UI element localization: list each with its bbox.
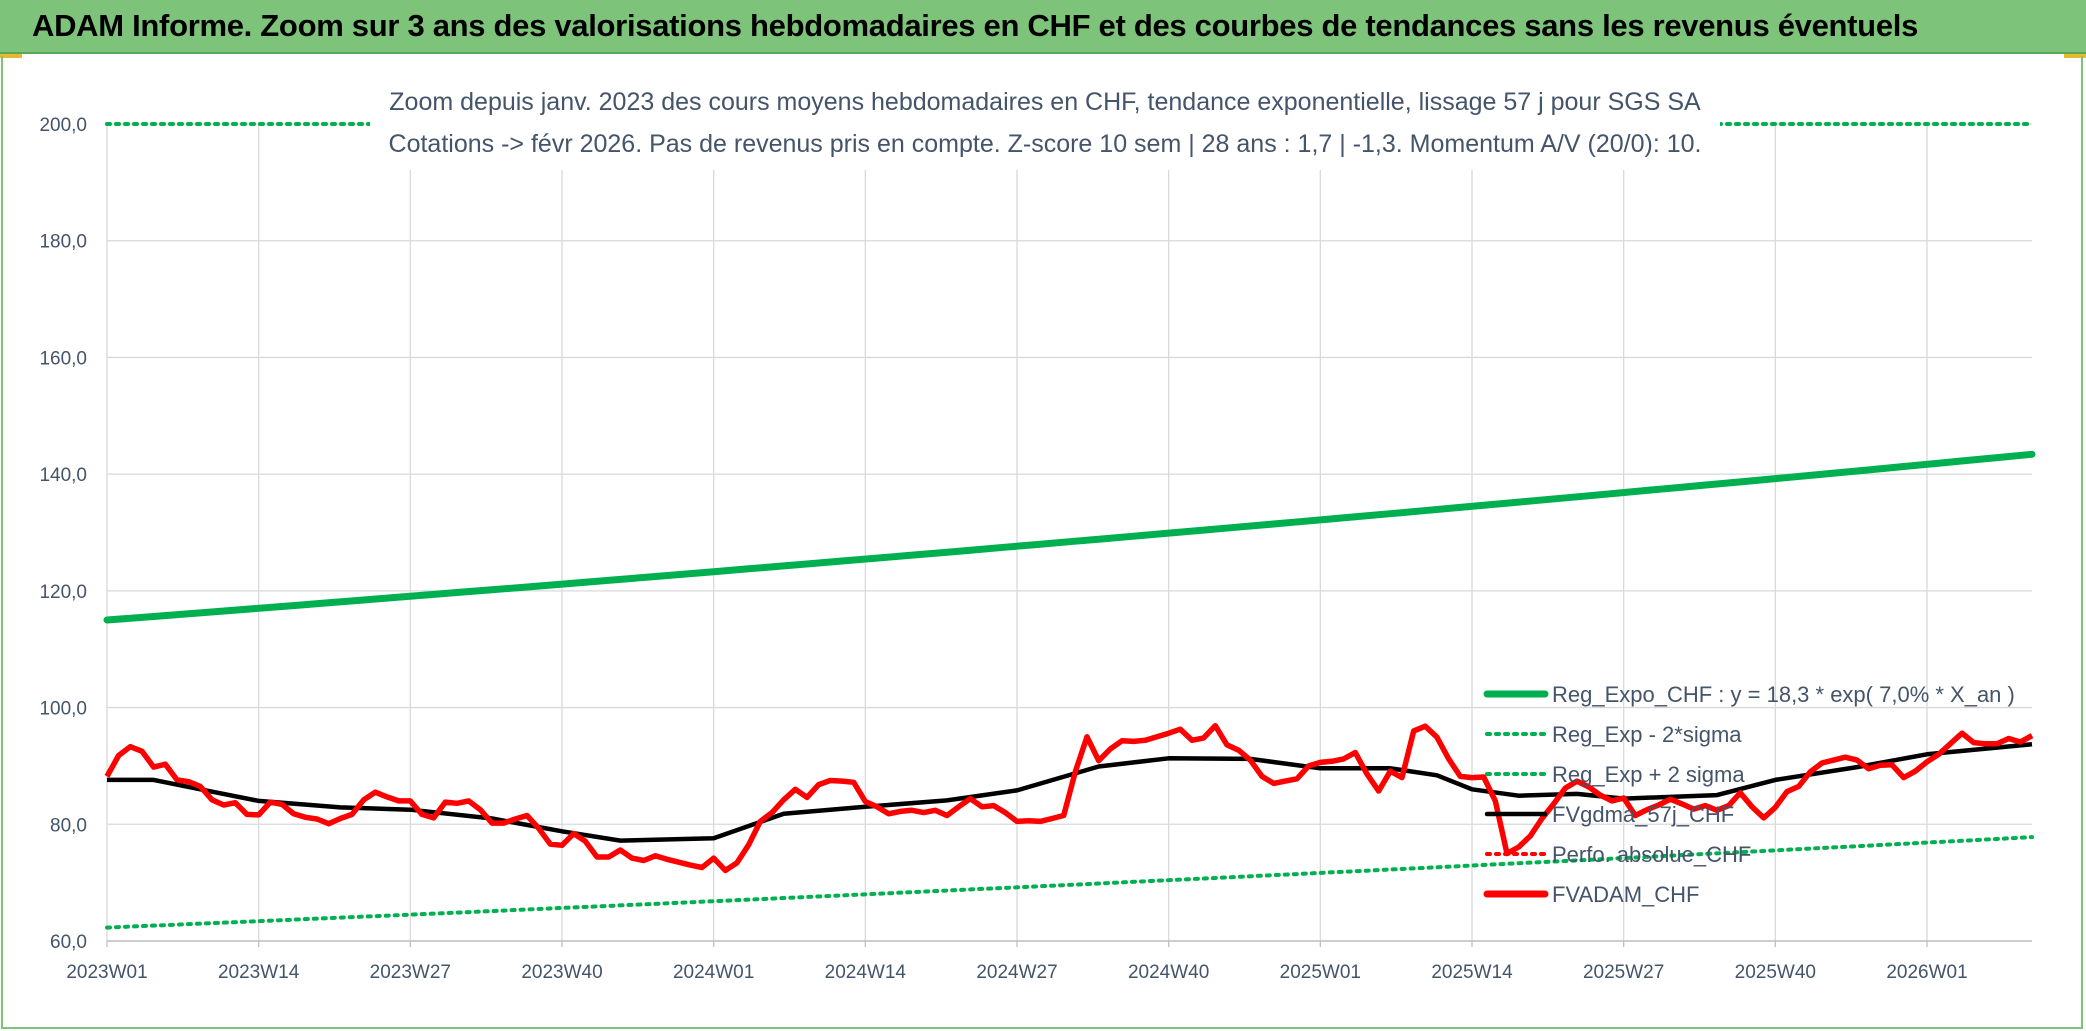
chart-series bbox=[103, 84, 2036, 930]
y-tick-label: 80,0 bbox=[50, 815, 87, 836]
x-tick-label: 2025W40 bbox=[1735, 962, 1816, 983]
chart-legend: Reg_Expo_CHF : y = 18,3 * exp( 7,0% * X_… bbox=[1483, 682, 2015, 907]
series-fvgdma-57j-chf bbox=[107, 742, 2033, 843]
x-tick-label: 2024W14 bbox=[825, 962, 907, 983]
y-axis: 60,0 80,0 100,0 120,0 140,0 160,0 180,0 200,0 bbox=[39, 115, 87, 953]
x-tick-label: 2024W40 bbox=[1128, 962, 1209, 983]
frame-accent-left bbox=[0, 54, 22, 58]
x-tick-label: 2025W01 bbox=[1280, 962, 1361, 983]
y-tick-label: 140,0 bbox=[39, 465, 87, 486]
series-reg-expo-chf bbox=[103, 450, 2036, 624]
y-tick-label: 200,0 bbox=[39, 115, 87, 136]
chart-frame bbox=[1, 56, 2083, 1029]
y-tick-label: 180,0 bbox=[39, 232, 87, 253]
y-tick-label: 160,0 bbox=[39, 348, 87, 369]
x-tick-label: 2025W14 bbox=[1431, 962, 1513, 983]
x-tick-label: 2025W27 bbox=[1583, 962, 1664, 983]
x-tick-label: 2024W01 bbox=[673, 962, 754, 983]
series-fvadam-chf bbox=[104, 722, 2034, 874]
x-tick-label: 2023W40 bbox=[521, 962, 602, 983]
report-title: ADAM Informe. Zoom sur 3 ans des valoris… bbox=[32, 8, 1919, 43]
legend-item: Reg_Expo_CHF : y = 18,3 * exp( 7,0% * X_… bbox=[1483, 682, 2015, 707]
legend-label: FVgdma_57j_CHF bbox=[1552, 802, 1734, 827]
legend-item: FVgdma_57j_CHF bbox=[1484, 802, 1734, 827]
series-reg-exp-minus-2-sigma bbox=[105, 835, 2034, 930]
x-tick-label: 2023W14 bbox=[218, 962, 300, 983]
legend-label: Reg_Exp - 2*sigma bbox=[1552, 722, 1742, 747]
x-tick-label: 2023W27 bbox=[370, 962, 451, 983]
title-banner: ADAM Informe. Zoom sur 3 ans des valoris… bbox=[0, 0, 2086, 54]
legend-label: Perfo. absolue_CHF bbox=[1552, 842, 1751, 867]
chart-grid bbox=[106, 123, 2032, 942]
chart-title-line-2: Cotations -> févr 2026. Pas de revenus p… bbox=[389, 130, 1702, 158]
y-tick-label: 120,0 bbox=[39, 582, 87, 603]
x-tick-label: 2026W01 bbox=[1886, 962, 1967, 983]
legend-item: Reg_Exp - 2*sigma bbox=[1485, 722, 1742, 747]
y-tick-label: 100,0 bbox=[39, 699, 87, 720]
x-tick-label: 2024W27 bbox=[976, 962, 1057, 983]
legend-item: Perfo. absolue_CHF bbox=[1485, 842, 1751, 867]
legend-label: Reg_Exp + 2 sigma bbox=[1552, 762, 1745, 787]
title-background bbox=[370, 84, 1720, 170]
x-tick-label: 2023W01 bbox=[66, 962, 147, 983]
y-tick-label: 60,0 bbox=[50, 932, 87, 953]
frame-accent-right bbox=[2064, 54, 2086, 58]
legend-label: Reg_Expo_CHF : y = 18,3 * exp( 7,0% * X_… bbox=[1552, 682, 2015, 707]
legend-item: Reg_Exp + 2 sigma bbox=[1485, 762, 1745, 787]
x-axis: 2023W01 2023W14 2023W27 2023W40 2024W01 2024W… bbox=[66, 940, 2032, 983]
chart-title-line-1: Zoom depuis janv. 2023 des cours moyens … bbox=[389, 88, 1701, 116]
legend-item: FVADAM_CHF bbox=[1483, 882, 1700, 907]
legend-label: FVADAM_CHF bbox=[1552, 882, 1700, 907]
